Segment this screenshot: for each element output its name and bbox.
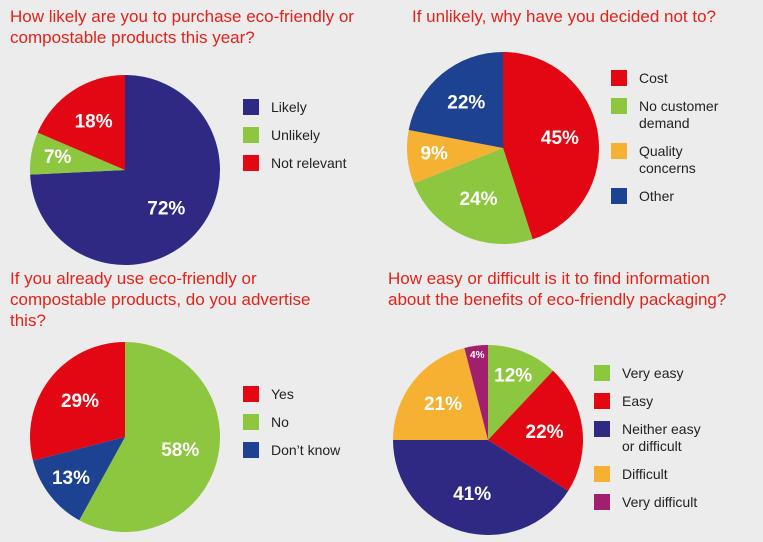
legend-item: Unlikely (243, 127, 373, 144)
legend-swatch (243, 414, 259, 430)
legend-swatch (594, 494, 610, 510)
legend-label: Difficult (622, 466, 668, 482)
slice-label: 22% (526, 422, 564, 443)
legend-label: Neither easy or difficult (622, 421, 701, 454)
legend-item: Yes (243, 386, 373, 403)
legend: Yes No Don’t know (243, 386, 373, 470)
slice-label: 18% (75, 111, 113, 132)
pie-slice (503, 52, 599, 240)
legend-item: Not relevant (243, 155, 373, 172)
slice-label: 7% (44, 147, 72, 168)
slice-label: 4% (470, 350, 485, 361)
chart-title: If you already use eco-friendly or compo… (10, 269, 311, 330)
slice-label: 24% (459, 189, 497, 210)
pie-slice (408, 52, 503, 148)
legend-swatch (594, 466, 610, 482)
legend-label: Don’t know (271, 442, 341, 458)
legend: Cost No customer demand Quality concerns Ot… (611, 70, 741, 216)
legend-label: No (271, 414, 289, 430)
legend-label: Cost (639, 70, 668, 86)
pie-slice (79, 342, 220, 533)
legend-label: Yes (271, 386, 294, 402)
slice-label: 41% (453, 484, 491, 505)
legend-label: Other (639, 188, 675, 204)
slice-label: 72% (147, 198, 185, 219)
legend-label: No customer demand (639, 98, 719, 131)
slice-label: 45% (541, 128, 579, 149)
legend-swatch (611, 188, 627, 204)
slice-label: 9% (420, 144, 448, 165)
slice-label: 58% (161, 440, 199, 461)
pie-slice (30, 75, 221, 265)
slice-label: 12% (494, 365, 532, 386)
legend: Very easy Easy Neither easy or difficult Di… (594, 365, 724, 522)
legend-label: Very easy (622, 365, 684, 381)
pie-slice (413, 148, 533, 245)
legend-item: Very easy (594, 365, 724, 382)
legend-label: Not relevant (271, 155, 347, 171)
legend-swatch (611, 98, 627, 114)
legend-swatch (243, 155, 259, 171)
legend-item: Neither easy or difficult (594, 421, 724, 455)
pie-slice (488, 345, 554, 440)
legend-item: No (243, 414, 373, 431)
pie-slice (32, 437, 125, 521)
chart-title: How easy or difficult is it to find info… (388, 269, 727, 309)
pie-slice (30, 342, 125, 461)
legend-item: Easy (594, 393, 724, 410)
legend-swatch (594, 393, 610, 409)
pie-slice (488, 370, 583, 491)
legend-item: Other (611, 188, 741, 205)
slice-label: 21% (424, 394, 462, 415)
legend-swatch (594, 421, 610, 437)
slice-label: 13% (52, 468, 90, 489)
pie-slice (37, 75, 125, 170)
pie-slice (464, 345, 488, 440)
pie-slice (393, 347, 488, 440)
legend-swatch (611, 143, 627, 159)
legend-item: No customer demand (611, 98, 741, 132)
legend-swatch (243, 127, 259, 143)
legend-swatch (243, 386, 259, 402)
chart-title: How likely are you to purchase eco-frien… (10, 7, 354, 47)
legend-swatch (243, 99, 259, 115)
slice-label: 22% (447, 93, 485, 114)
legend-swatch (611, 70, 627, 86)
pie-slice (30, 132, 125, 175)
legend-label: Quality concerns (639, 143, 696, 176)
legend-swatch (243, 442, 259, 458)
legend-item: Quality concerns (611, 143, 741, 177)
legend-item: Don’t know (243, 442, 373, 459)
pie-slice (393, 440, 569, 536)
pie-slice (406, 130, 503, 184)
chart-title: If unlikely, why have you decided not to… (412, 7, 716, 26)
legend-item: Cost (611, 70, 741, 87)
legend: Likely Unlikely Not relevant (243, 99, 373, 183)
legend-item: Very difficult (594, 494, 724, 511)
legend-label: Unlikely (271, 127, 321, 143)
legend-label: Likely (271, 99, 307, 115)
legend-swatch (594, 365, 610, 381)
legend-label: Easy (622, 393, 654, 409)
legend-label: Very difficult (622, 494, 698, 510)
slice-label: 29% (61, 391, 99, 412)
legend-item: Likely (243, 99, 373, 116)
legend-item: Difficult (594, 466, 724, 483)
